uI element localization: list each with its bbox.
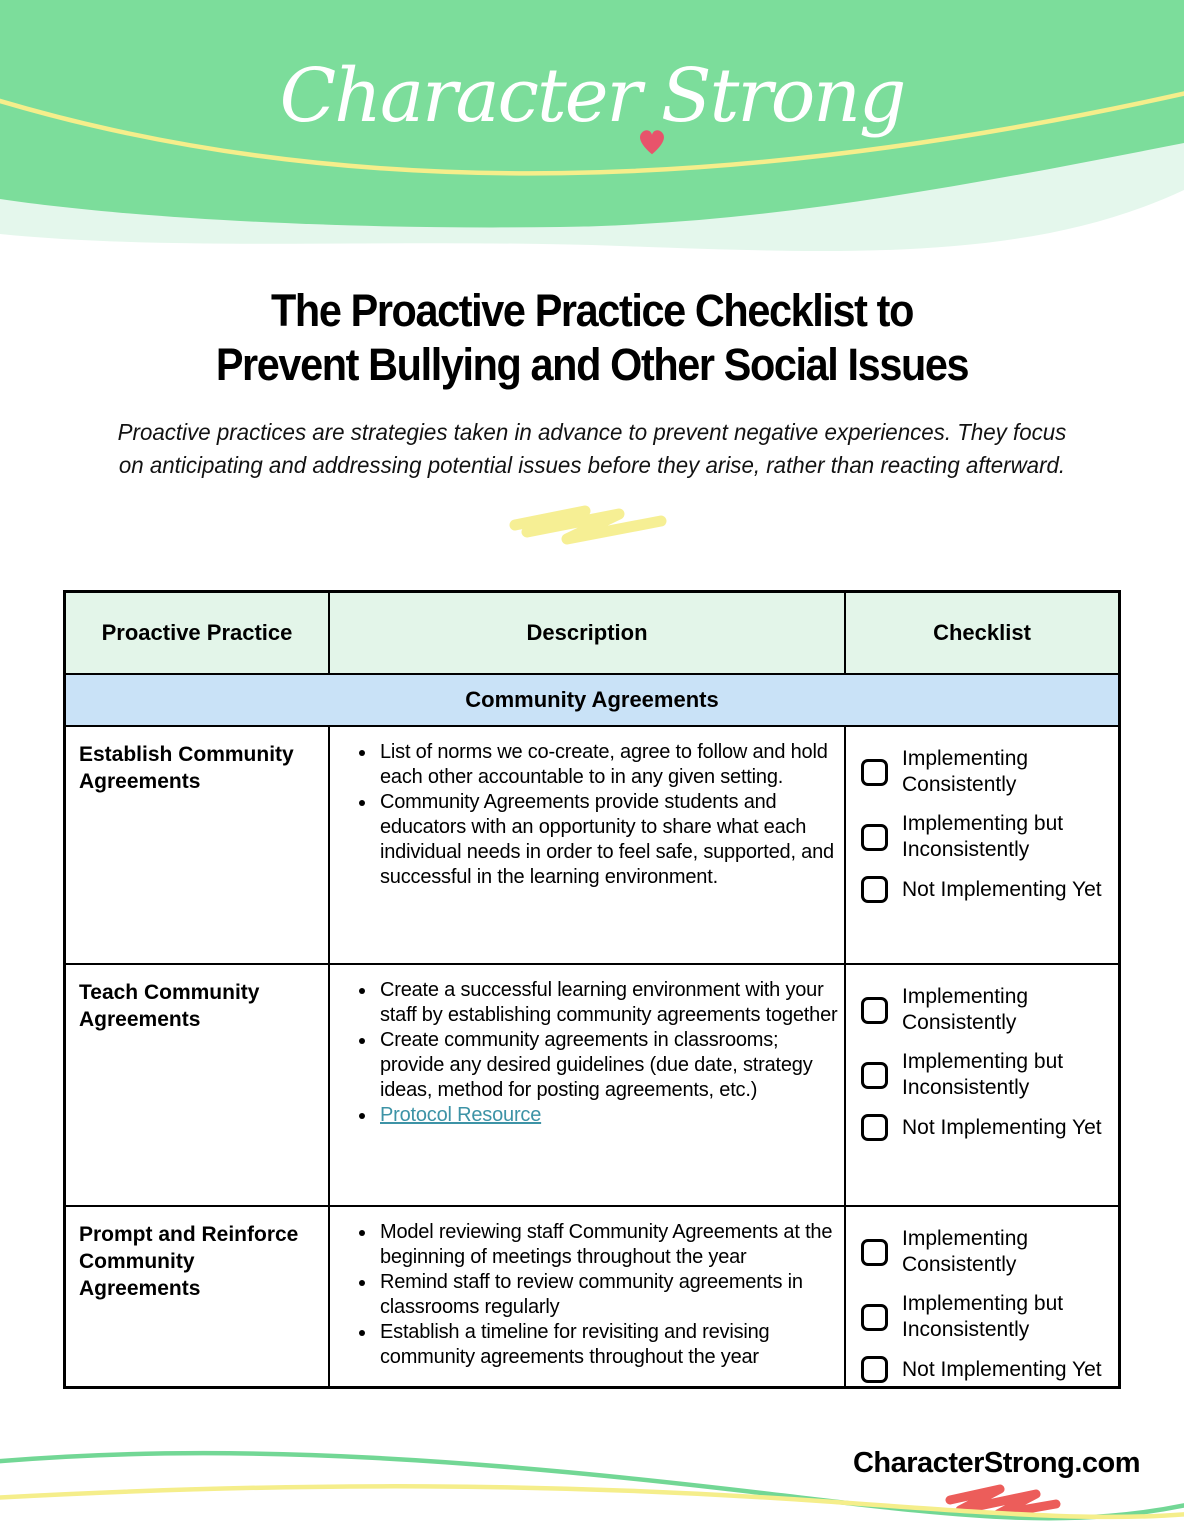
description-bullet: Community Agreements provide students an…: [377, 790, 838, 890]
intro-text: Proactive practices are strategies taken…: [18, 416, 1166, 482]
yellow-scribble-icon: [509, 505, 667, 545]
description-bullet: List of norms we co-create, agree to fol…: [377, 740, 838, 790]
checklist-cell: Implementing Consistently Implementing b…: [844, 963, 1118, 1205]
protocol-resource-link[interactable]: Protocol Resource: [380, 1104, 542, 1127]
checklist-option-label: Not Implementing Yet: [902, 1115, 1102, 1139]
checkbox-icon[interactable]: [861, 996, 888, 1024]
description-bullet: Remind staff to review community agreeme…: [377, 1270, 838, 1320]
checkbox-icon[interactable]: [861, 758, 888, 786]
checkbox-icon[interactable]: [861, 1356, 888, 1384]
column-header-description: Description: [328, 593, 844, 673]
green-wave: [0, 0, 1184, 228]
checklist-option-implementing-consistently: Implementing Consistently: [861, 984, 1112, 1036]
description-bullet: Create community agreements in classroom…: [377, 1028, 838, 1103]
checkbox-icon[interactable]: [861, 876, 888, 904]
description-bullet: Protocol Resource: [377, 1103, 838, 1128]
checklist-option-label: Not Implementing Yet: [902, 1357, 1102, 1381]
checklist-option-label: Implementing Consistently: [902, 985, 1029, 1035]
checklist-option-label: Implementing Consistently: [902, 1227, 1029, 1277]
checklist-table: Proactive Practice Description Checklist…: [63, 590, 1121, 1389]
checklist-option-implementing-but-inconsistently: Implementing but Inconsistently: [861, 811, 1112, 863]
description-cell: Create a successful learning environment…: [328, 963, 844, 1205]
column-header-proactive-practice: Proactive Practice: [66, 593, 328, 673]
checklist-option-implementing-consistently: Implementing Consistently: [861, 1226, 1112, 1278]
column-header-checklist: Checklist: [844, 593, 1118, 673]
yellow-wave-line: [0, 91, 1184, 176]
intro-line-2: on anticipating and addressing potential…: [118, 451, 1066, 478]
checklist-option-not-implementing-yet: Not Implementing Yet: [861, 1356, 1112, 1384]
checklist-option-not-implementing-yet: Not Implementing Yet: [861, 1114, 1112, 1142]
checkbox-icon[interactable]: [861, 1061, 888, 1089]
practice-name: Teach Community Agreements: [66, 963, 328, 1205]
section-header-community-agreements: Community Agreements: [66, 673, 1118, 725]
checklist-option-implementing-but-inconsistently: Implementing but Inconsistently: [861, 1291, 1112, 1343]
description-bullet: Create a successful learning environment…: [377, 978, 838, 1028]
page-title: The Proactive Practice Checklist to Prev…: [47, 284, 1136, 392]
checkbox-icon[interactable]: [861, 1238, 888, 1266]
checklist-cell: Implementing Consistently Implementing b…: [844, 1205, 1118, 1386]
checklist-cell: Implementing Consistently Implementing b…: [844, 725, 1118, 963]
checklist-option-label: Implementing Consistently: [902, 747, 1029, 797]
header-wave-banner: [0, 0, 1184, 252]
description-cell: List of norms we co-create, agree to fol…: [328, 725, 844, 963]
checklist-option-label: Implementing but Inconsistently: [902, 812, 1064, 862]
checkbox-icon[interactable]: [861, 1114, 888, 1142]
yellow-wave-line: [0, 1484, 1184, 1520]
logo-text-character: Character: [279, 53, 642, 139]
description-bullet: Model reviewing staff Community Agreemen…: [377, 1220, 838, 1270]
heart-icon: [639, 130, 664, 155]
checklist-option-label: Implementing but Inconsistently: [902, 1292, 1064, 1342]
checkbox-icon[interactable]: [861, 1303, 888, 1331]
characterstrong-logo: Character Strong: [0, 26, 1184, 166]
checklist-option-implementing-consistently: Implementing Consistently: [861, 746, 1112, 798]
title-line-2: Prevent Bullying and Other Social Issues: [215, 339, 970, 390]
description-cell: Model reviewing staff Community Agreemen…: [328, 1205, 844, 1386]
checkbox-icon[interactable]: [861, 823, 888, 851]
footer-wave-lines: [0, 1450, 1184, 1521]
checklist-option-not-implementing-yet: Not Implementing Yet: [861, 876, 1112, 904]
checklist-option-label: Implementing but Inconsistently: [902, 1050, 1064, 1100]
checklist-option-label: Not Implementing Yet: [902, 877, 1102, 901]
green-wave-line: [0, 1450, 1184, 1521]
practice-name: Establish Community Agreements: [66, 725, 328, 963]
logo-text-strong: Strong: [660, 53, 906, 139]
checklist-option-implementing-but-inconsistently: Implementing but Inconsistently: [861, 1049, 1112, 1101]
title-line-1: The Proactive Practice Checklist to: [271, 285, 914, 336]
footer-website-link[interactable]: CharacterStrong.com: [852, 1447, 1141, 1479]
description-bullet: Establish a timeline for revisiting and …: [377, 1320, 838, 1370]
intro-line-1: Proactive practices are strategies taken…: [117, 419, 1067, 445]
practice-name: Prompt and Reinforce Community Agreement…: [66, 1205, 328, 1386]
